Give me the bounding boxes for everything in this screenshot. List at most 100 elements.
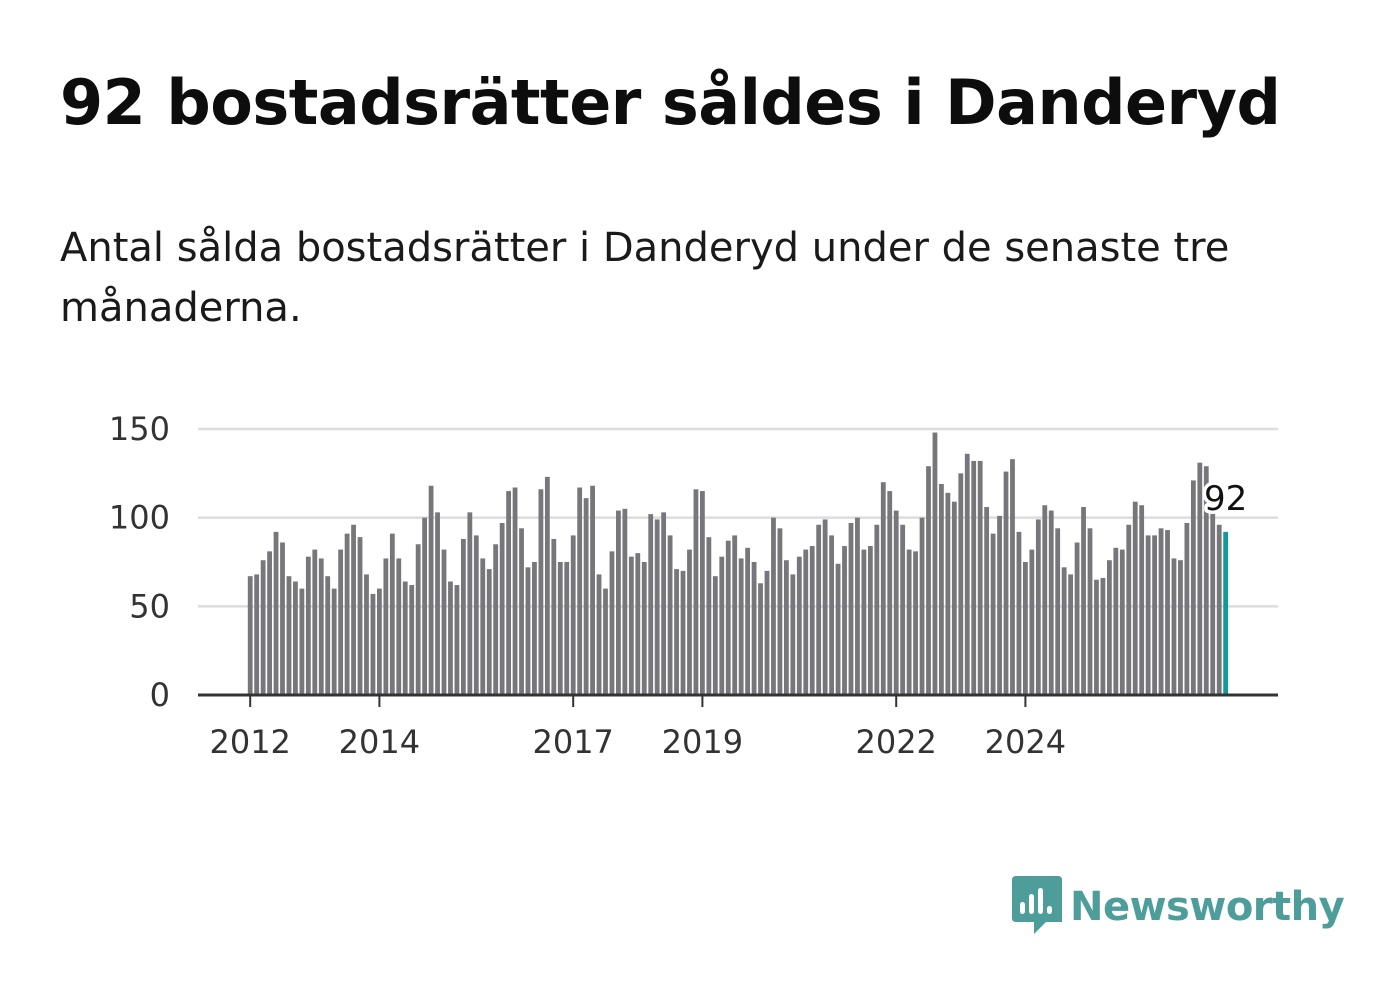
bar bbox=[1119, 549, 1125, 695]
bar bbox=[448, 581, 453, 695]
y-tick-label: 150 bbox=[109, 410, 170, 448]
bar bbox=[764, 570, 770, 695]
bar bbox=[635, 553, 641, 695]
bar bbox=[577, 487, 583, 695]
bar bbox=[932, 432, 938, 695]
bar bbox=[260, 560, 266, 695]
bar bbox=[861, 549, 867, 695]
bar bbox=[538, 489, 544, 695]
bar bbox=[331, 588, 337, 695]
bar bbox=[835, 563, 841, 695]
bar bbox=[344, 533, 350, 695]
bar bbox=[796, 556, 802, 695]
bar bbox=[1068, 574, 1074, 695]
bar bbox=[415, 544, 421, 695]
bar bbox=[758, 583, 763, 695]
bar bbox=[939, 483, 944, 695]
bar-highlight bbox=[1223, 531, 1229, 695]
bar bbox=[951, 501, 957, 695]
bar bbox=[422, 517, 428, 695]
x-tick-label: 2012 bbox=[209, 723, 290, 761]
bar bbox=[926, 466, 931, 695]
bar-chart: 0 50 100 150 2012 2014 2017 2019 2022 2024 92 bbox=[109, 410, 1278, 761]
bar bbox=[396, 558, 402, 695]
bar bbox=[919, 517, 925, 695]
bar bbox=[1203, 466, 1209, 695]
bar bbox=[842, 546, 847, 695]
data-label-latest: 92 bbox=[1204, 479, 1247, 519]
bar bbox=[1210, 508, 1216, 695]
bar bbox=[318, 558, 324, 695]
bar bbox=[286, 576, 292, 695]
bar bbox=[874, 524, 880, 695]
bar bbox=[913, 551, 918, 695]
bar bbox=[583, 498, 589, 695]
bar bbox=[667, 535, 673, 695]
bar bbox=[1029, 549, 1035, 695]
bar bbox=[732, 535, 738, 695]
bar bbox=[532, 562, 537, 695]
y-tick-label: 50 bbox=[129, 587, 170, 625]
bar bbox=[1171, 558, 1177, 695]
newsworthy-logo-icon bbox=[1012, 876, 1062, 934]
bar bbox=[906, 549, 912, 695]
chart-subtitle: Antal sålda bostadsrätter i Danderyd und… bbox=[60, 225, 1230, 331]
bar bbox=[790, 574, 796, 695]
bar bbox=[1152, 535, 1157, 695]
bar bbox=[641, 562, 647, 695]
bar bbox=[441, 549, 447, 695]
bar bbox=[325, 576, 331, 695]
bar bbox=[654, 519, 660, 695]
bar bbox=[299, 588, 305, 695]
bar bbox=[305, 556, 311, 695]
bar bbox=[628, 556, 634, 695]
bar bbox=[267, 551, 272, 695]
bar bbox=[771, 517, 776, 695]
chart-title: 92 bostadsrätter såldes i Danderyd bbox=[60, 66, 1281, 139]
bar bbox=[1055, 528, 1061, 695]
bar bbox=[1165, 530, 1170, 695]
bar bbox=[338, 549, 344, 695]
labels: 0 50 100 150 2012 2014 2017 2019 2022 2024 92 bbox=[109, 410, 1251, 761]
bar bbox=[706, 537, 712, 695]
bar bbox=[467, 512, 473, 695]
x-tick-label: 2019 bbox=[662, 723, 743, 761]
bar bbox=[848, 522, 854, 695]
bar bbox=[1178, 560, 1183, 695]
bar bbox=[680, 570, 686, 695]
bar bbox=[1087, 528, 1093, 695]
bar bbox=[351, 524, 356, 695]
bar bbox=[480, 558, 486, 695]
bar bbox=[254, 574, 260, 695]
bar bbox=[945, 492, 951, 695]
bar bbox=[247, 576, 253, 695]
bar bbox=[1184, 522, 1190, 695]
bar bbox=[777, 528, 783, 695]
bar bbox=[1106, 560, 1112, 695]
y-tick-label: 100 bbox=[109, 499, 170, 537]
bar bbox=[1035, 519, 1041, 695]
bar bbox=[971, 460, 977, 695]
bar bbox=[700, 491, 705, 695]
bar bbox=[822, 519, 828, 695]
bar bbox=[506, 491, 511, 695]
bar bbox=[460, 538, 466, 695]
bar bbox=[525, 567, 531, 695]
bar bbox=[687, 549, 692, 695]
bar bbox=[544, 476, 550, 695]
bar bbox=[751, 562, 757, 695]
bar bbox=[1042, 505, 1048, 695]
bar bbox=[564, 562, 570, 695]
bar bbox=[557, 562, 563, 695]
bar bbox=[1190, 480, 1196, 695]
bar bbox=[1048, 510, 1054, 695]
bar bbox=[1197, 462, 1203, 695]
bar bbox=[880, 482, 886, 695]
bar bbox=[674, 569, 679, 695]
bar bbox=[402, 581, 408, 695]
bar bbox=[816, 524, 822, 695]
bar bbox=[829, 535, 834, 695]
bar bbox=[435, 512, 440, 695]
bar bbox=[712, 576, 718, 695]
bar bbox=[1081, 507, 1086, 695]
